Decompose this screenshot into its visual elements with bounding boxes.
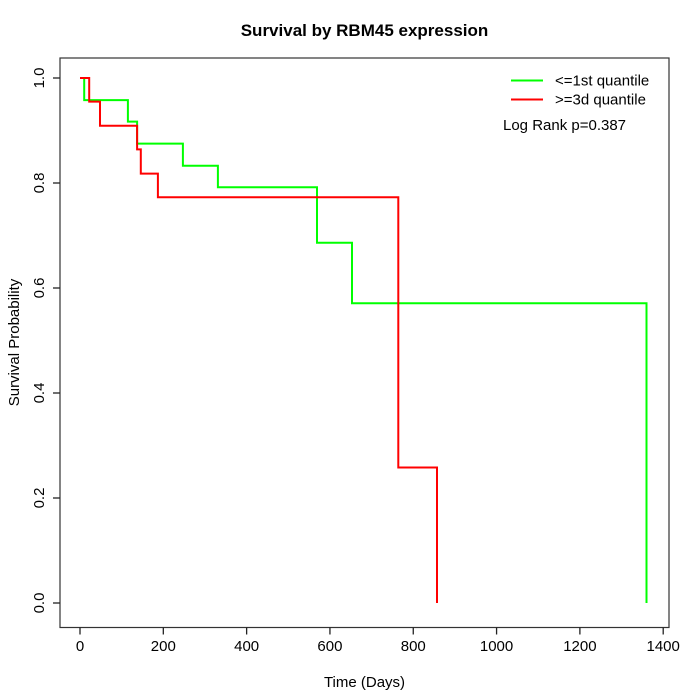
x-tick-label: 1000 — [480, 638, 513, 655]
km-curve-le-1st-quantile — [80, 77, 648, 603]
x-tick-label: 200 — [151, 638, 176, 655]
km-curve-ge-3d-quantile — [80, 77, 438, 603]
y-tick-label: 0.0 — [31, 593, 48, 614]
plot-title: Survival by RBM45 expression — [241, 21, 489, 40]
y-axis-label: Survival Probability — [6, 278, 23, 406]
legend-label-ge-3d-quantile: >=3d quantile — [555, 92, 646, 109]
x-axis-label: Time (Days) — [324, 674, 405, 691]
x-tick-label: 1400 — [647, 638, 680, 655]
x-tick-label: 1200 — [563, 638, 596, 655]
survival-curves — [80, 77, 648, 603]
legend: <=1st quantile >=3d quantile Log Rank p=… — [503, 73, 649, 135]
y-axis-ticks: 0.0 0.2 0.4 0.6 0.8 1.0 — [31, 68, 60, 614]
x-tick-label: 400 — [234, 638, 259, 655]
y-tick-label: 0.8 — [31, 173, 48, 194]
legend-label-le-1st-quantile: <=1st quantile — [555, 73, 649, 90]
y-tick-label: 1.0 — [31, 68, 48, 89]
x-tick-label: 800 — [401, 638, 426, 655]
y-tick-label: 0.6 — [31, 278, 48, 299]
x-tick-label: 600 — [317, 638, 342, 655]
plot-box — [59, 57, 670, 629]
x-tick-label: 0 — [76, 638, 84, 655]
y-tick-label: 0.4 — [31, 383, 48, 404]
y-tick-label: 0.2 — [31, 488, 48, 509]
x-axis-ticks: 0 200 400 600 800 1000 1200 1400 — [76, 627, 680, 655]
log-rank-pvalue: Log Rank p=0.387 — [503, 117, 626, 134]
